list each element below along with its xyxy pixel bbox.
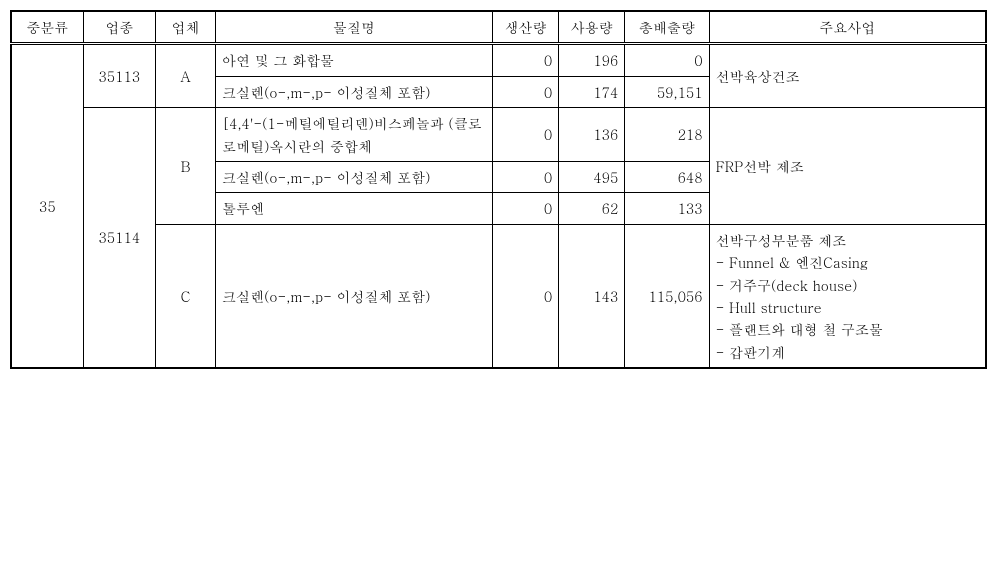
cell-business: FRP선박 제조 (709, 108, 986, 225)
cell-company: C (155, 224, 215, 368)
cell-company: A (155, 44, 215, 108)
header-production: 생산량 (492, 11, 558, 44)
cell-production: 0 (492, 76, 558, 107)
cell-production: 0 (492, 44, 558, 76)
table-row: 35 35113 A 아연 및 그 화합물 0 196 0 선박육상건조 (11, 44, 986, 76)
cell-usage: 62 (559, 193, 625, 224)
cell-production: 0 (492, 161, 558, 192)
table-row: C 크실렌(o-,m-,p- 이성질체 포함) 0 143 115,056 선박… (11, 224, 986, 368)
cell-substance: [4,4'-(1-메틸에틸리덴)비스페놀과 (클로로메틸)옥시란의 중합체 (216, 108, 493, 162)
cell-business: 선박구성부분품 제조 - Funnel & 엔진Casing - 거주구(dec… (709, 224, 986, 368)
cell-usage: 143 (559, 224, 625, 368)
cell-industry: 35113 (83, 44, 155, 108)
header-industry: 업종 (83, 11, 155, 44)
cell-usage: 174 (559, 76, 625, 107)
header-company: 업체 (155, 11, 215, 44)
cell-emission: 133 (625, 193, 709, 224)
cell-emission: 0 (625, 44, 709, 76)
cell-emission: 59,151 (625, 76, 709, 107)
cell-substance: 크실렌(o-,m-,p- 이성질체 포함) (216, 224, 493, 368)
header-business: 주요사업 (709, 11, 986, 44)
header-usage: 사용량 (559, 11, 625, 44)
cell-emission: 218 (625, 108, 709, 162)
cell-usage: 495 (559, 161, 625, 192)
header-substance: 물질명 (216, 11, 493, 44)
table-header-row: 중분류 업종 업체 물질명 생산량 사용량 총배출량 주요사업 (11, 11, 986, 44)
header-mid: 중분류 (11, 11, 83, 44)
cell-usage: 136 (559, 108, 625, 162)
cell-emission: 648 (625, 161, 709, 192)
cell-production: 0 (492, 108, 558, 162)
cell-substance: 아연 및 그 화합물 (216, 44, 493, 76)
cell-substance: 크실렌(o-,m-,p- 이성질체 포함) (216, 161, 493, 192)
cell-substance: 톨루엔 (216, 193, 493, 224)
emission-table: 중분류 업종 업체 물질명 생산량 사용량 총배출량 주요사업 35 35113… (10, 10, 987, 369)
cell-industry: 35114 (83, 108, 155, 368)
cell-production: 0 (492, 224, 558, 368)
cell-production: 0 (492, 193, 558, 224)
cell-business: 선박육상건조 (709, 44, 986, 108)
table-row: 35114 B [4,4'-(1-메틸에틸리덴)비스페놀과 (클로로메틸)옥시란… (11, 108, 986, 162)
cell-emission: 115,056 (625, 224, 709, 368)
cell-company: B (155, 108, 215, 225)
cell-usage: 196 (559, 44, 625, 76)
cell-mid-class: 35 (11, 44, 83, 368)
cell-substance: 크실렌(o-,m-,p- 이성질체 포함) (216, 76, 493, 107)
header-emission: 총배출량 (625, 11, 709, 44)
